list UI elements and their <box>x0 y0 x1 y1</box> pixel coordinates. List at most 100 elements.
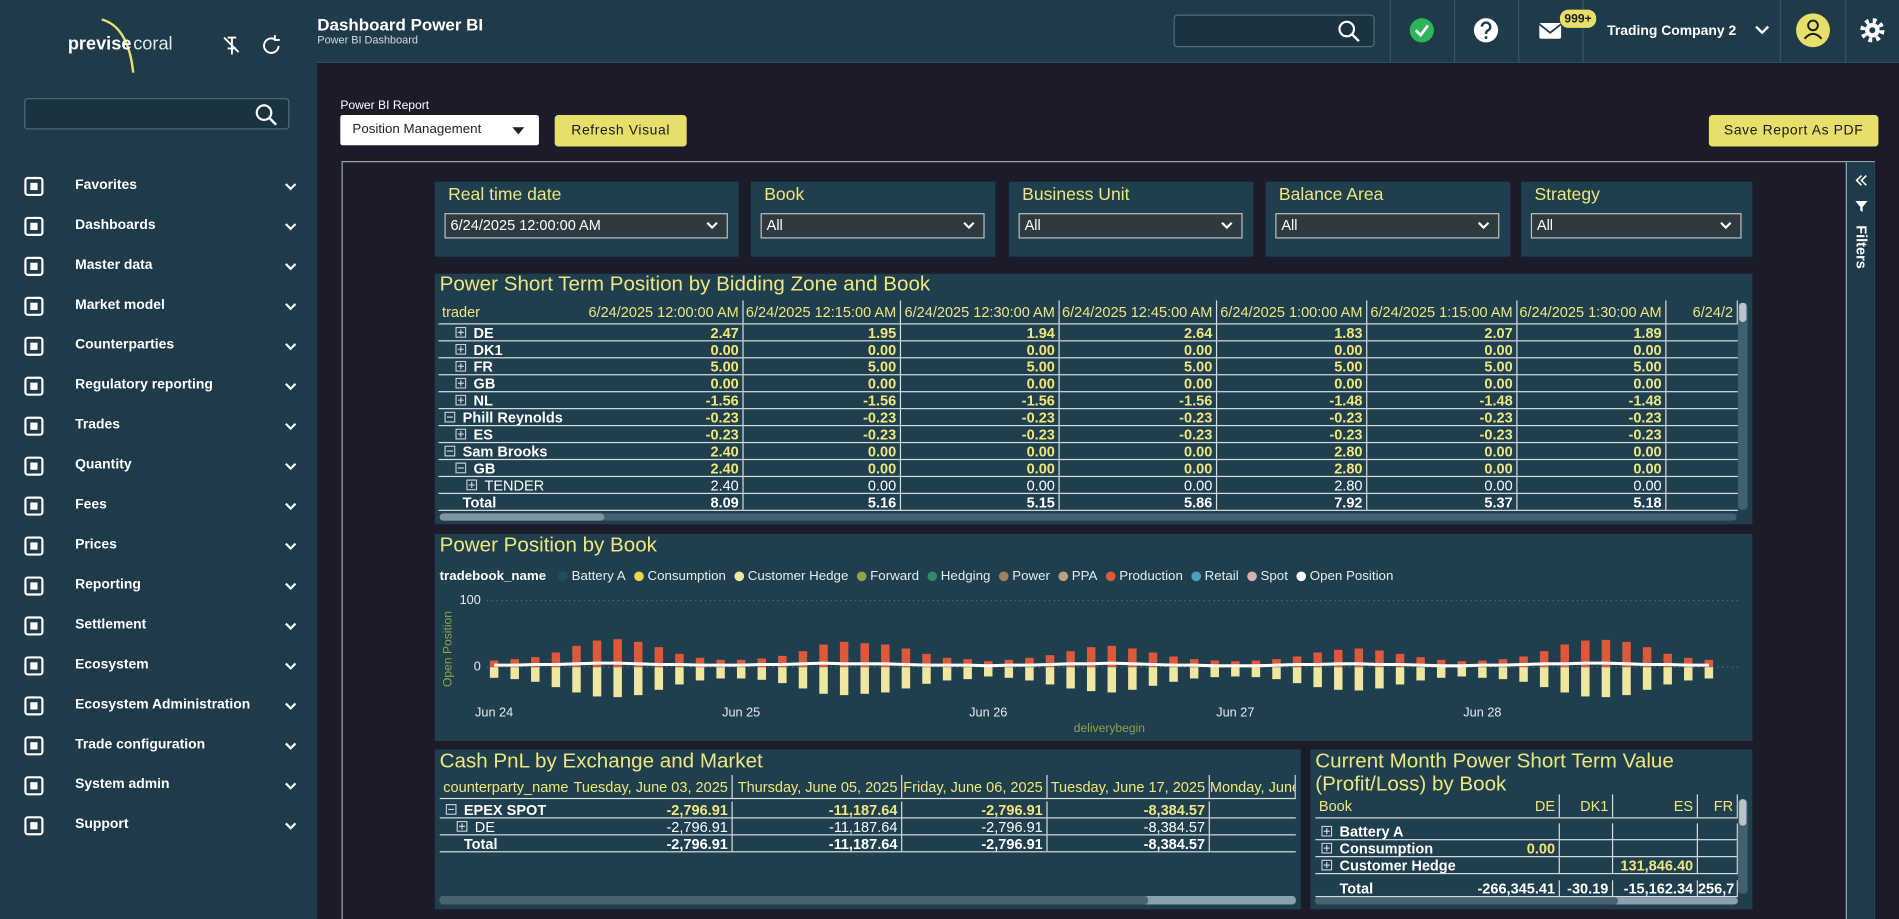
bar <box>1560 667 1569 693</box>
menu-item[interactable]: Quantity <box>0 453 317 480</box>
company-name[interactable]: Trading Company 2 <box>1607 22 1736 38</box>
slicer-dropdown[interactable]: 6/24/2025 12:00:00 AM <box>444 213 728 239</box>
slicer-dropdown[interactable]: All <box>760 213 985 239</box>
column-header: Tuesday, June 17, 2025 <box>1048 774 1210 798</box>
menu-icon <box>24 376 44 396</box>
help-icon[interactable] <box>1473 18 1499 43</box>
save-pdf-button[interactable]: Save Report As PDF <box>1708 115 1879 147</box>
menu-item[interactable]: Master data <box>0 253 317 280</box>
table-cell: -2,796.91 <box>902 801 1048 818</box>
v-scroll-thumb[interactable] <box>1739 799 1747 826</box>
bar <box>1375 650 1384 668</box>
avatar[interactable] <box>1796 13 1830 48</box>
table-cell: 1.95 <box>744 324 902 341</box>
table-cell: -2,796.91 <box>572 818 733 835</box>
table-cell <box>1698 840 1738 857</box>
h-scroll-thumb[interactable] <box>1315 897 1619 905</box>
bar <box>1560 644 1569 668</box>
menu-item[interactable]: System admin <box>0 772 317 799</box>
line <box>494 661 1709 668</box>
v-scroll-thumb[interactable] <box>1739 302 1747 323</box>
bar <box>839 641 849 668</box>
chevron <box>963 222 975 230</box>
mail-icon[interactable] <box>1538 9 1597 39</box>
menu-icon <box>24 256 44 276</box>
menu-item[interactable]: Ecosystem Administration <box>0 693 317 720</box>
bar <box>634 641 643 668</box>
refresh-button[interactable]: Refresh Visual <box>554 115 687 147</box>
chevron-path <box>1221 222 1233 230</box>
table-cell <box>1613 823 1698 840</box>
header-search[interactable] <box>1173 14 1375 48</box>
menu-item[interactable]: Dashboards <box>0 213 317 240</box>
menu-item[interactable]: Settlement <box>0 613 317 640</box>
report-select[interactable]: Position Management <box>340 115 539 146</box>
icon-mark <box>1323 828 1330 835</box>
chevron <box>285 822 297 830</box>
h-scrollbar[interactable] <box>439 895 1296 905</box>
slicer: Business Unit All <box>1008 181 1254 257</box>
menu-item[interactable]: Support <box>0 812 317 839</box>
bar <box>1395 667 1405 685</box>
filters-collapse[interactable] <box>1855 174 1867 186</box>
legend-label: Power <box>1012 568 1050 583</box>
unpin-icon[interactable] <box>223 36 240 55</box>
refresh-icon[interactable] <box>263 35 280 54</box>
slicer-dropdown[interactable]: All <box>1018 213 1243 239</box>
menu-item[interactable]: Ecosystem <box>0 653 317 680</box>
icon-box <box>455 360 467 372</box>
bar <box>1498 667 1508 680</box>
row-label: Consumption <box>1315 840 1459 856</box>
bar <box>1107 645 1117 668</box>
bar <box>1334 667 1343 690</box>
menu-item[interactable]: Prices <box>0 533 317 560</box>
chevron-path <box>285 223 297 231</box>
h-scrollbar[interactable] <box>1315 897 1738 905</box>
settings-icon[interactable] <box>1860 18 1885 43</box>
menu-item[interactable]: Favorites <box>0 173 317 200</box>
table-cell <box>1613 840 1698 857</box>
table-cell: 0.00 <box>1367 477 1518 493</box>
bar <box>510 667 519 680</box>
bar <box>1045 667 1055 685</box>
filters-pane[interactable]: Filters <box>1845 162 1875 919</box>
bar <box>860 643 869 668</box>
v-scrollbar[interactable] <box>1737 799 1748 894</box>
slicer-dropdown[interactable]: All <box>1275 213 1500 239</box>
bar <box>881 667 890 693</box>
logo[interactable]: previse coral <box>48 12 193 79</box>
table-cell: 5.00 <box>744 358 902 375</box>
row-label: Customer Hedge <box>1315 857 1459 873</box>
menu-item[interactable]: Trade configuration <box>0 733 317 760</box>
h-scroll-thumb[interactable] <box>439 513 605 521</box>
menu-item[interactable]: Trades <box>0 413 317 440</box>
column-header: Monday, June <box>1210 774 1296 798</box>
column-header: 6/24/2025 1:00:00 AM <box>1217 300 1368 324</box>
slicer-value: All <box>1536 216 1554 234</box>
bar <box>1642 647 1652 668</box>
h-scrollbar[interactable] <box>439 513 1737 521</box>
slicer-dropdown[interactable]: All <box>1530 213 1742 239</box>
bar <box>1354 648 1364 668</box>
company-chevron[interactable] <box>1755 25 1770 35</box>
menu-item[interactable]: Counterparties <box>0 333 317 360</box>
x-tick-label: Jun 24 <box>475 705 513 720</box>
bar <box>839 667 849 696</box>
status-ok[interactable] <box>1409 18 1434 43</box>
sidebar-search[interactable] <box>24 98 290 130</box>
menu-item[interactable]: Fees <box>0 493 317 520</box>
menu-item[interactable]: Reporting <box>0 573 317 600</box>
menu-item[interactable]: Market model <box>0 293 317 320</box>
x-axis-title: deliverybegin <box>1074 721 1145 735</box>
v-scrollbar[interactable] <box>1737 302 1748 510</box>
chevron-path <box>285 263 297 271</box>
h-scroll-thumb[interactable] <box>439 895 1149 905</box>
report-label: Power BI Report <box>340 99 430 113</box>
bar <box>1272 659 1281 668</box>
collapse-icon <box>445 803 457 815</box>
bar <box>757 667 767 680</box>
table-header: Book DE DK1 ES FR <box>1315 794 1738 819</box>
menu-item[interactable]: Regulatory reporting <box>0 373 317 400</box>
bar <box>1066 667 1075 689</box>
